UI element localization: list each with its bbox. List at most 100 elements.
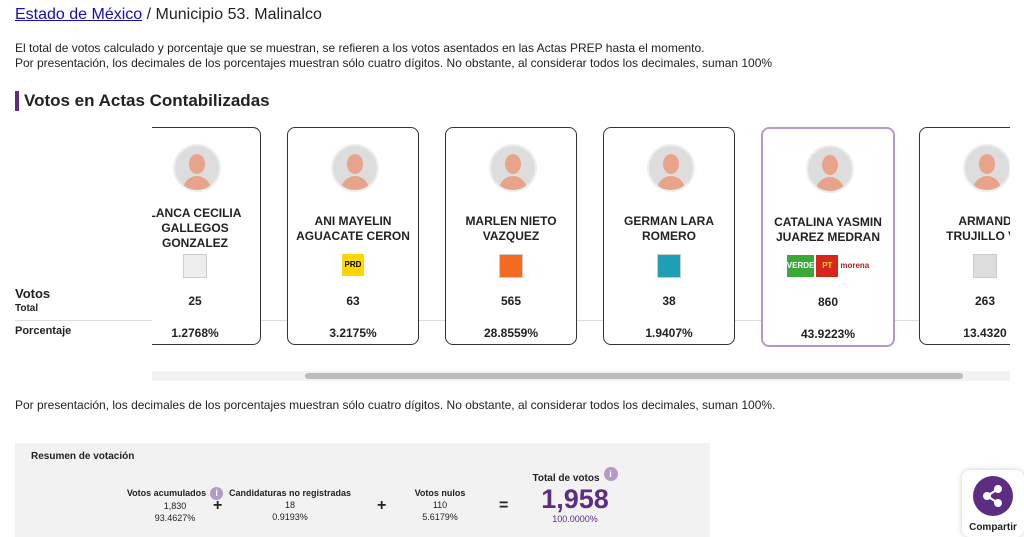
- percent: 43.9223%: [800, 327, 856, 341]
- breadcrumb-separator: /: [146, 6, 152, 23]
- candidate-card[interactable]: MARLEN NIETO VAZQUEZ 565 28.8559%: [445, 127, 577, 345]
- percent: 1.2768%: [171, 326, 219, 340]
- candidate-name: GONZALEZ: [162, 236, 228, 250]
- summary-count: 1,830: [163, 501, 187, 511]
- avatar: [489, 144, 537, 192]
- avatar-body: [657, 176, 685, 190]
- votes: 25: [188, 294, 202, 308]
- avatar-body: [183, 176, 211, 190]
- notes: El total de votos calculado y porcentaje…: [15, 41, 772, 71]
- avatar-head: [663, 154, 679, 174]
- breadcrumb-link[interactable]: Estado de México: [15, 6, 143, 23]
- scroll-thumb[interactable]: [305, 373, 963, 379]
- party-logo: [657, 254, 681, 278]
- avatar: [647, 144, 695, 192]
- party-logo: [183, 254, 207, 278]
- avatar-body: [973, 176, 1001, 190]
- candidate-name: VAZQUEZ: [482, 229, 540, 243]
- candidate-name: ROMERO: [642, 229, 696, 243]
- footnote: Por presentación, los decimales de los p…: [15, 398, 776, 412]
- avatar-head: [189, 154, 205, 174]
- share-icon: [973, 476, 1013, 516]
- party-logo: [499, 254, 523, 278]
- party-logos: [152, 254, 260, 283]
- info-icon[interactable]: i: [603, 467, 618, 481]
- votes: 63: [346, 294, 360, 308]
- summary-item: Votos nulos 110 5.6179%: [370, 487, 510, 523]
- title-accent: [15, 91, 19, 111]
- avatar-head: [347, 154, 363, 174]
- candidate-name: GERMAN LARA: [624, 214, 714, 228]
- breadcrumb-current: Municipio 53. Malinalco: [155, 6, 322, 23]
- share-label: Compartir: [969, 522, 1017, 533]
- candidate-name: TRUJILLO VA: [946, 229, 1010, 243]
- summary-total: Total de votos i 1,958 100.0000%: [520, 467, 630, 524]
- total-percent: 100.0000%: [552, 514, 598, 524]
- avatar: [806, 145, 854, 193]
- summary-percent: 5.6179%: [422, 512, 458, 522]
- party-logos: PRD: [288, 254, 418, 276]
- candidate-name: ARMAND: [958, 214, 1010, 228]
- avatar-body: [816, 177, 844, 191]
- votes: 38: [662, 294, 676, 308]
- avatar: [331, 144, 379, 192]
- summary-title: Resumen de votación: [31, 451, 135, 462]
- divider: [152, 320, 1010, 321]
- info-icon[interactable]: i: [210, 487, 224, 500]
- share-button[interactable]: Compartir: [962, 470, 1024, 537]
- party-logos: [920, 254, 1010, 283]
- share-glyph: [983, 485, 1002, 507]
- cards-viewport: LANCA CECILIA GALLEGOS GONZALEZ 25 1.2768% AN…: [152, 0, 1010, 370]
- candidate-name: CATALINA YASMIN: [774, 215, 882, 229]
- summary-label: Candidaturas no registradas: [228, 488, 352, 498]
- summary-count: 110: [432, 500, 448, 510]
- votes: 565: [500, 294, 522, 308]
- divider: [15, 320, 152, 321]
- party-logos: VERDE PT morena: [763, 255, 893, 277]
- row-label: Votos: [15, 286, 51, 301]
- avatar-body: [499, 176, 527, 190]
- total-label: Total de votos i: [520, 467, 630, 484]
- candidate-name: LANCA CECILIA: [152, 206, 242, 220]
- percent: 1.9407%: [645, 326, 693, 340]
- breadcrumb: Estado de México / Municipio 53. Malinal…: [15, 6, 322, 24]
- avatar-head: [979, 154, 995, 174]
- summary-label: Votos nulos: [414, 488, 466, 498]
- candidate-card[interactable]: LANCA CECILIA GALLEGOS GONZALEZ 25 1.2768%: [152, 127, 261, 345]
- summary-item: Votos acumulados i 1,830 93.4627%: [105, 487, 245, 524]
- operator: =: [499, 497, 509, 514]
- votes: 860: [817, 295, 839, 309]
- summary-percent: 93.4627%: [154, 513, 196, 523]
- candidate-name: GALLEGOS: [161, 221, 229, 235]
- party-logos: [446, 254, 576, 283]
- avatar: [173, 144, 221, 192]
- party-logo: morena: [840, 255, 870, 277]
- candidate-name: ANI MAYELIN: [314, 214, 392, 228]
- operator: +: [377, 497, 387, 514]
- avatar: [963, 144, 1010, 192]
- candidate-name: MARLEN NIETO: [465, 214, 557, 228]
- summary-label: Votos acumulados i: [105, 487, 245, 500]
- candidate-name: JUAREZ MEDRAN: [775, 230, 880, 244]
- summary-item: Candidaturas no registradas 18 0.9193%: [220, 487, 360, 523]
- party-logo: [973, 254, 997, 278]
- votes: 263: [974, 294, 996, 308]
- scroll-track: [152, 371, 1010, 381]
- avatar-body: [341, 176, 369, 190]
- row-label: Porcentaje: [15, 325, 72, 337]
- candidate-card[interactable]: ANI MAYELIN AGUACATE CERON PRD 63 3.2175%: [287, 127, 419, 345]
- candidate-name: AGUACATE CERON: [296, 229, 410, 243]
- percent: 3.2175%: [329, 326, 377, 340]
- avatar-head: [822, 155, 838, 175]
- candidate-card[interactable]: GERMAN LARA ROMERO 38 1.9407%: [603, 127, 735, 345]
- section-title: Votos en Actas Contabilizadas: [24, 91, 270, 110]
- party-logo: VERDE: [786, 255, 815, 277]
- candidate-card[interactable]: CATALINA YASMIN JUAREZ MEDRAN VERDE PT moren…: [761, 127, 895, 347]
- percent: 13.4320: [963, 326, 1007, 340]
- party-logo: PRD: [342, 254, 364, 276]
- summary-percent: 0.9193%: [272, 512, 308, 522]
- summary-box: Resumen de votación Votos acumulados i 1,8…: [15, 443, 710, 537]
